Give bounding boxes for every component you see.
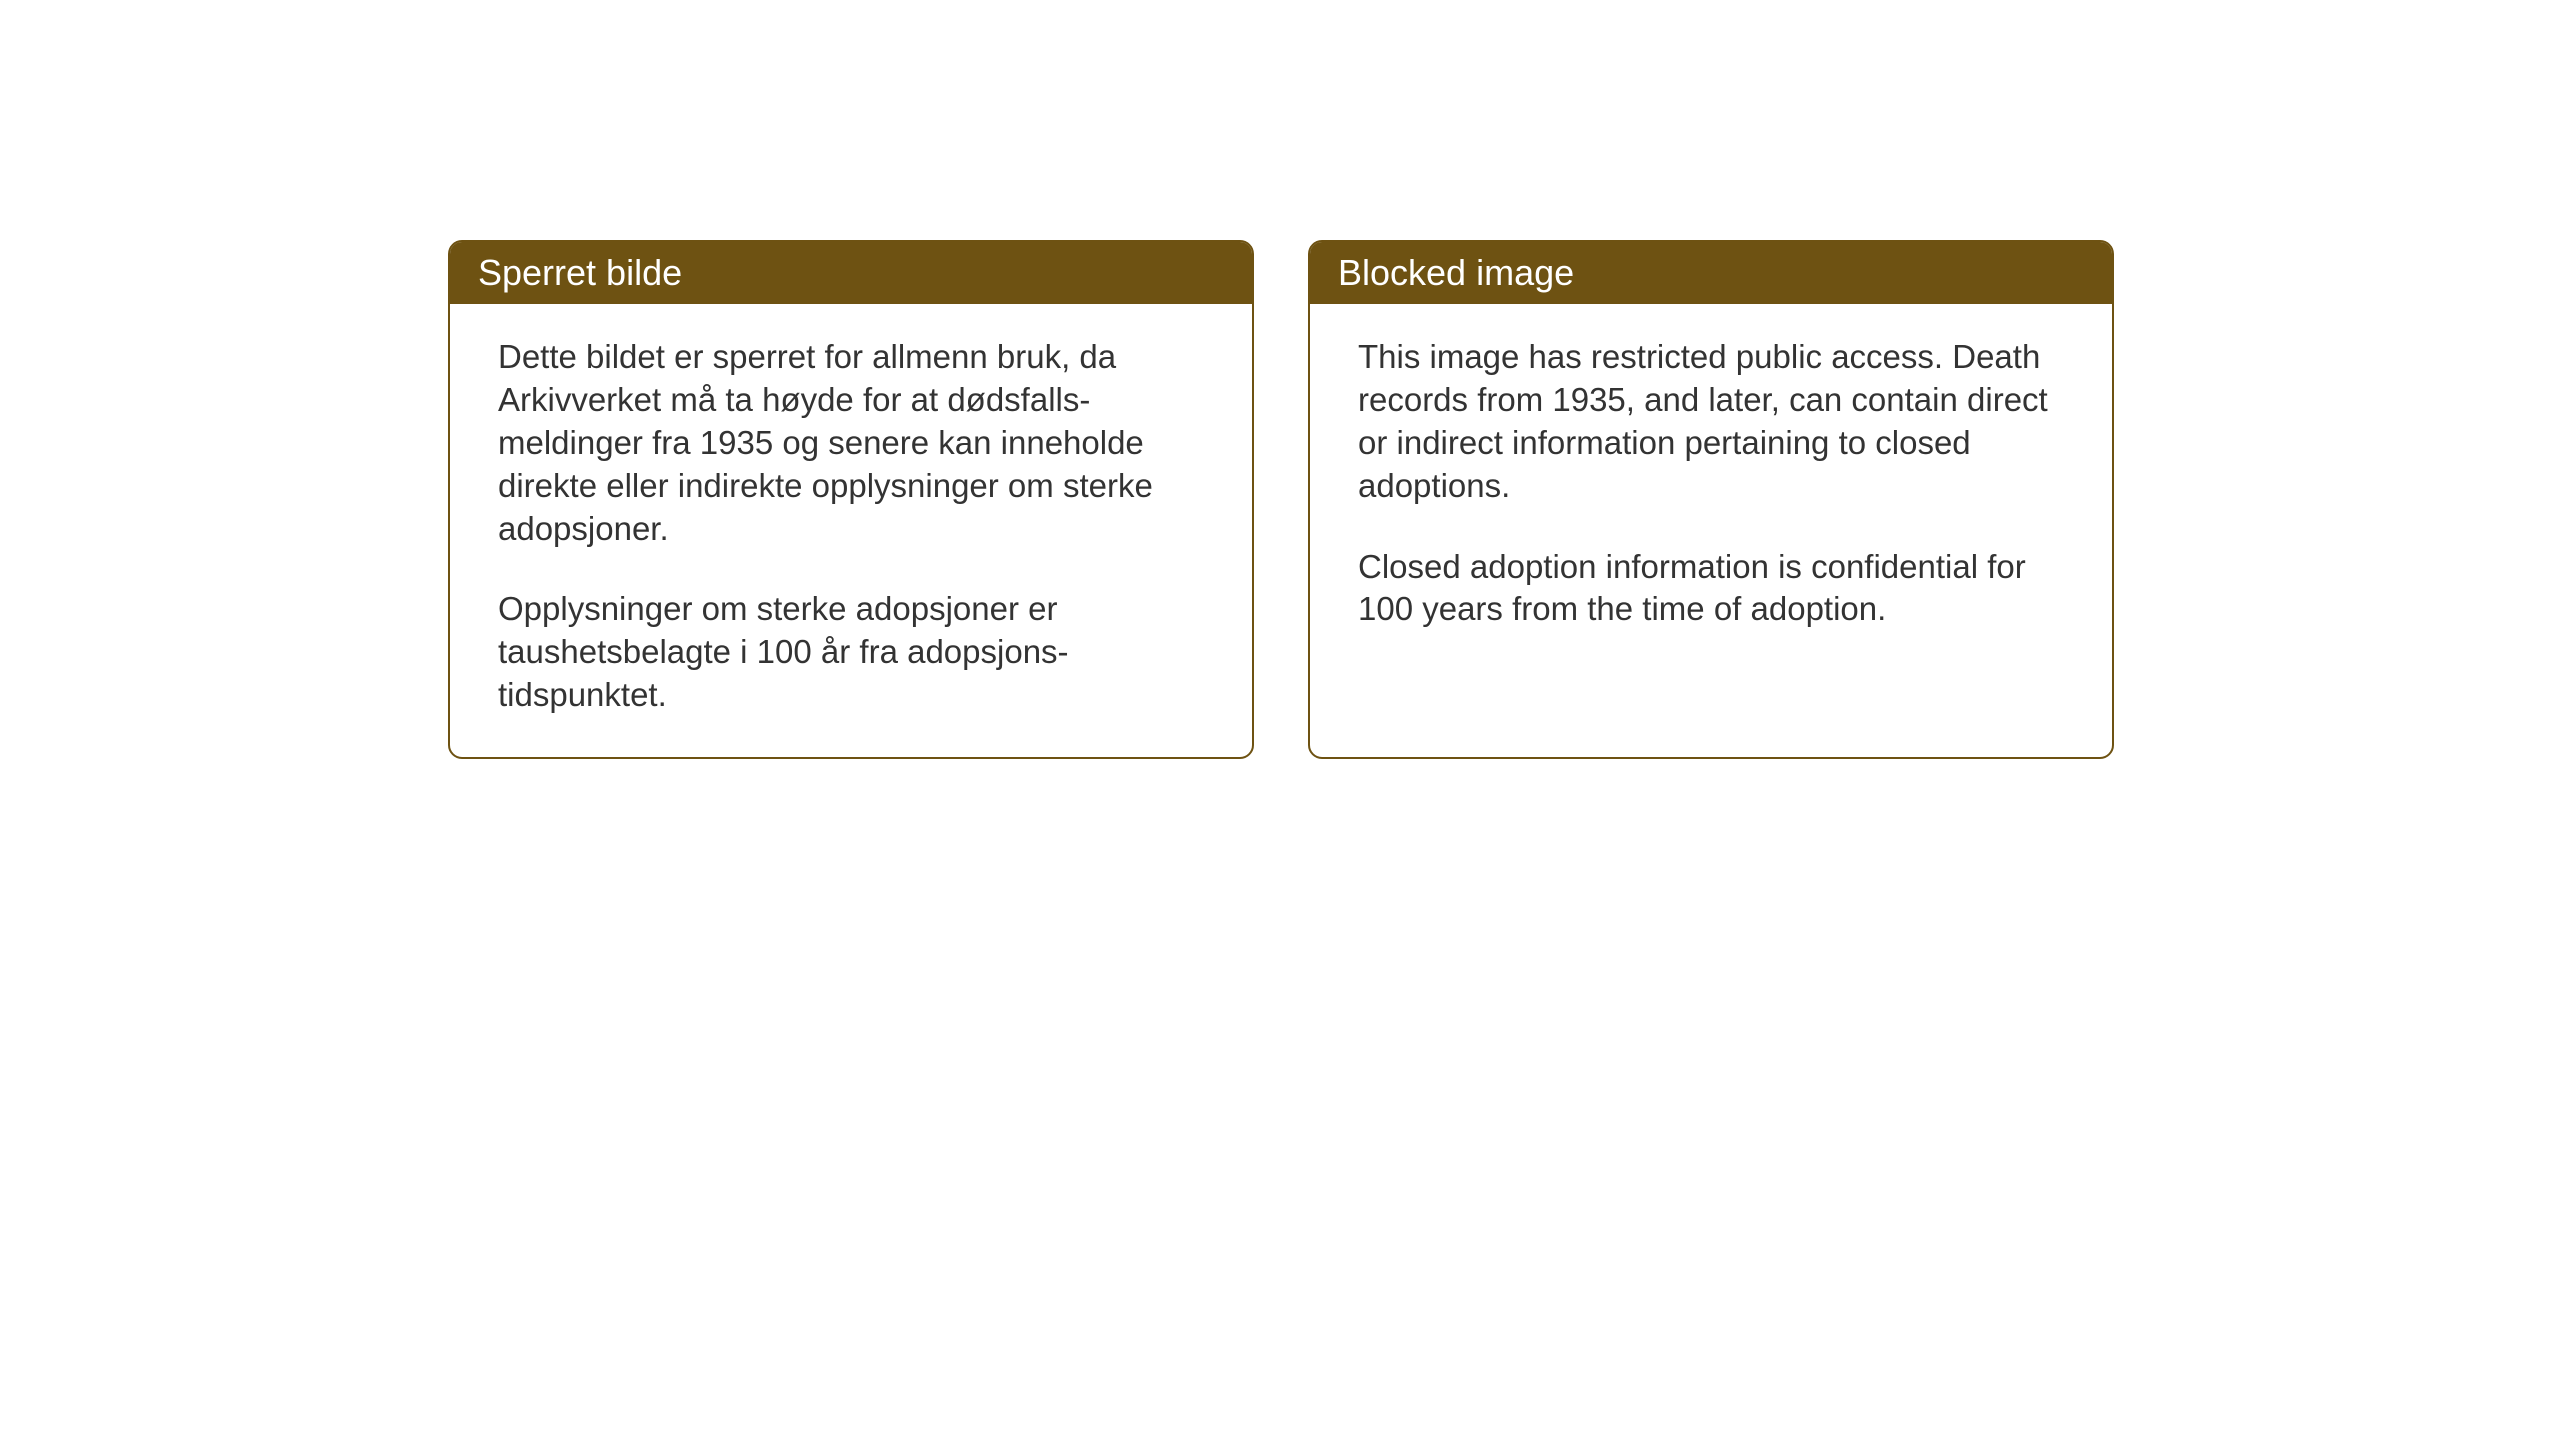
card-header-norwegian: Sperret bilde [450,242,1252,304]
card-paragraph-1-english: This image has restricted public access.… [1358,336,2064,508]
card-title-english: Blocked image [1338,252,1574,293]
card-title-norwegian: Sperret bilde [478,252,682,293]
notice-card-english: Blocked image This image has restricted … [1308,240,2114,759]
card-paragraph-2-english: Closed adoption information is confident… [1358,546,2064,632]
notice-container: Sperret bilde Dette bildet er sperret fo… [448,240,2114,759]
card-paragraph-1-norwegian: Dette bildet er sperret for allmenn bruk… [498,336,1204,550]
card-body-english: This image has restricted public access.… [1310,304,2112,744]
card-body-norwegian: Dette bildet er sperret for allmenn bruk… [450,304,1252,757]
card-header-english: Blocked image [1310,242,2112,304]
card-paragraph-2-norwegian: Opplysninger om sterke adopsjoner er tau… [498,588,1204,717]
notice-card-norwegian: Sperret bilde Dette bildet er sperret fo… [448,240,1254,759]
